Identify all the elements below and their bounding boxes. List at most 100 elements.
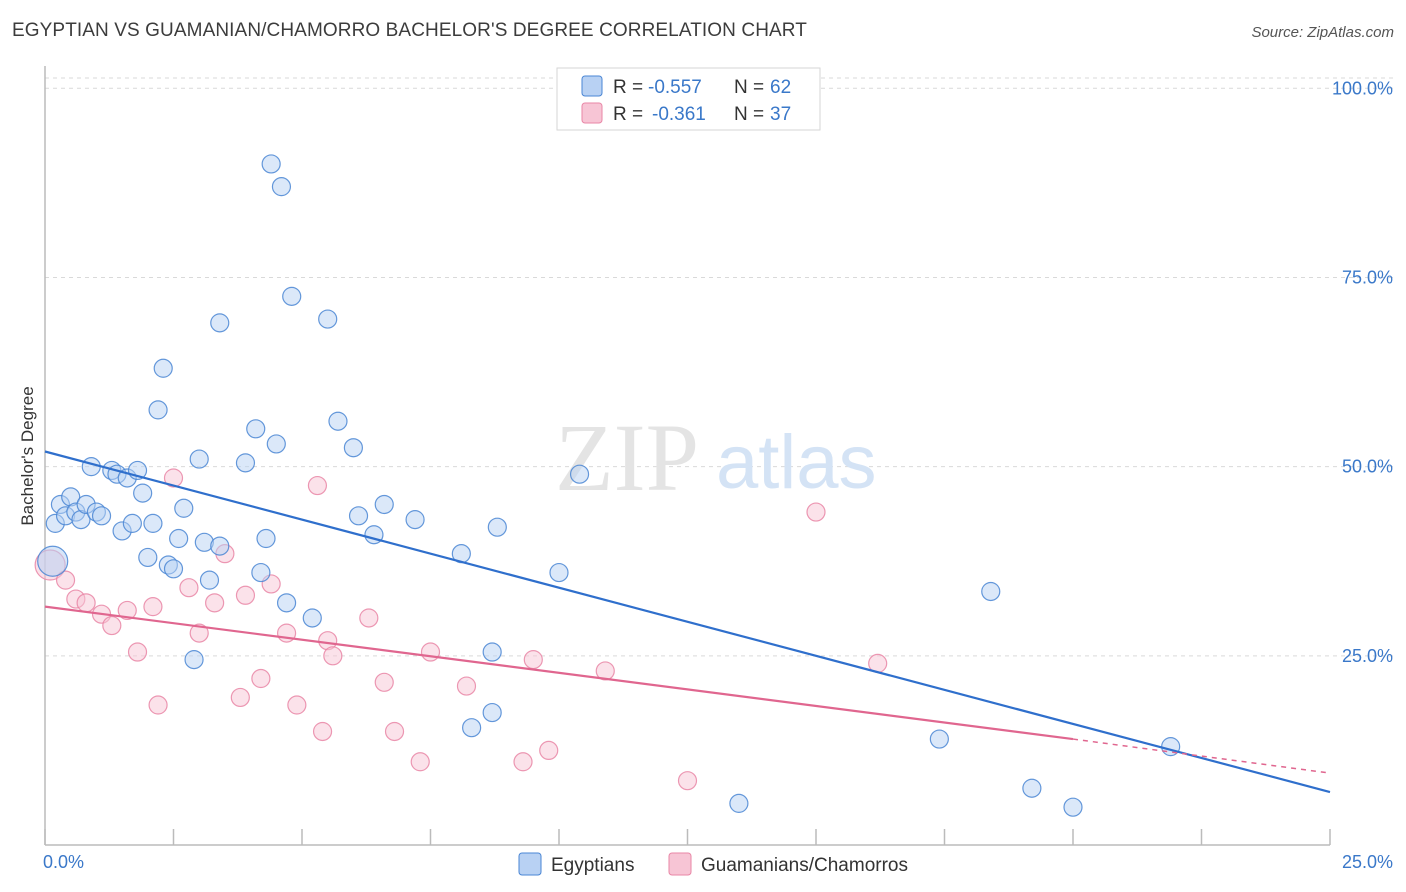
y-tick-label: 100.0% bbox=[1332, 78, 1393, 98]
egyptian-point bbox=[1022, 778, 1042, 798]
egyptian-point bbox=[251, 562, 271, 583]
r-label-guamanians: R = bbox=[613, 104, 643, 125]
egyptian-point bbox=[189, 449, 209, 469]
egyptian-point bbox=[122, 513, 142, 533]
egyptian-point bbox=[569, 464, 590, 484]
axes bbox=[44, 66, 1331, 846]
chart-title: EGYPTIAN VS GUAMANIAN/CHAMORRO BACHELOR'… bbox=[12, 20, 807, 41]
egyptian-point bbox=[729, 793, 749, 813]
guamanian-point bbox=[148, 695, 168, 715]
egyptian-point bbox=[318, 309, 338, 329]
guamanian-point bbox=[359, 608, 379, 628]
egyptian-point bbox=[462, 718, 482, 738]
bottom-legend: Egyptians Guamanians/Chamorros bbox=[518, 852, 908, 876]
guamanians-swatch-icon bbox=[581, 102, 603, 124]
egyptian-point bbox=[153, 358, 173, 378]
guamanian-point bbox=[307, 475, 328, 496]
egyptian-point bbox=[246, 419, 266, 439]
egyptian-point bbox=[348, 506, 369, 526]
egyptian-point bbox=[374, 494, 394, 515]
x-tick-labels: 0.0% 25.0% bbox=[43, 852, 1393, 872]
watermark: ZIP atlas bbox=[555, 404, 877, 511]
guamanian-point bbox=[513, 752, 533, 772]
guamanian-point bbox=[456, 676, 477, 696]
y-tick-labels: 25.0% 50.0% 75.0% 100.0% bbox=[1332, 78, 1393, 666]
egyptian-point bbox=[482, 642, 502, 662]
guamanian-point bbox=[235, 585, 256, 605]
guamanian-point bbox=[420, 642, 441, 662]
egyptian-point bbox=[169, 528, 189, 549]
guamanian-point bbox=[76, 593, 96, 613]
guamanian-point bbox=[205, 593, 225, 613]
egyptian-point bbox=[133, 483, 153, 503]
egyptian-point bbox=[143, 513, 163, 533]
egyptian-point bbox=[328, 411, 348, 431]
egyptian-point bbox=[282, 286, 302, 306]
egyptian-point bbox=[929, 729, 949, 749]
guamanian-point bbox=[55, 570, 76, 590]
watermark-atlas: atlas bbox=[716, 420, 877, 505]
egyptian-point bbox=[199, 570, 220, 590]
guamanians-regression-line bbox=[44, 605, 1074, 741]
guamanian-points bbox=[34, 468, 888, 791]
egyptian-point bbox=[174, 498, 194, 518]
regression-lines bbox=[44, 450, 1331, 794]
r-value-guamanians: -0.361 bbox=[652, 104, 706, 125]
egyptian-point bbox=[271, 177, 292, 197]
egyptian-point bbox=[549, 562, 569, 583]
egyptian-point bbox=[261, 154, 281, 174]
x-tick-label-max: 25.0% bbox=[1342, 852, 1393, 872]
guamanian-point bbox=[102, 615, 122, 636]
n-label-egyptians: N = bbox=[734, 77, 764, 98]
egyptian-point bbox=[210, 536, 230, 556]
guamanian-point bbox=[143, 597, 163, 617]
egyptian-point bbox=[405, 510, 425, 530]
guamanian-point bbox=[374, 672, 394, 692]
legend-guamanians-label: Guamanians/Chamorros bbox=[701, 855, 908, 876]
egyptian-point bbox=[163, 559, 184, 579]
y-tick-label: 25.0% bbox=[1342, 646, 1393, 666]
egyptian-point bbox=[266, 434, 286, 454]
egyptian-point bbox=[1063, 797, 1083, 817]
guamanian-point bbox=[117, 600, 137, 621]
x-tick-label-min: 0.0% bbox=[43, 852, 84, 872]
guamanian-point bbox=[523, 650, 543, 670]
egyptian-point bbox=[91, 506, 112, 526]
guamanian-point bbox=[287, 695, 307, 715]
guamanian-point bbox=[127, 642, 148, 662]
egyptian-point bbox=[981, 581, 1001, 602]
egyptians-swatch-icon bbox=[581, 75, 603, 97]
r-label-egyptians: R = bbox=[613, 77, 643, 98]
guamanian-point bbox=[323, 646, 343, 666]
legend-guamanians-icon bbox=[668, 852, 692, 876]
y-tick-label: 50.0% bbox=[1342, 457, 1393, 477]
egyptian-point bbox=[276, 593, 297, 613]
egyptian-point bbox=[256, 528, 276, 549]
guamanians-regression-extension bbox=[1072, 738, 1331, 774]
n-value-egyptians: 62 bbox=[770, 77, 791, 98]
n-value-guamanians: 37 bbox=[770, 104, 791, 125]
egyptian-point bbox=[37, 545, 69, 577]
source-label: Source: ZipAtlas.com bbox=[1251, 24, 1394, 41]
guamanian-point bbox=[806, 502, 826, 522]
watermark-zip: ZIP bbox=[555, 404, 699, 511]
stats-legend: R = -0.557 N = 62 R = -0.361 N = 37 bbox=[556, 67, 821, 131]
egyptian-point bbox=[210, 313, 230, 333]
legend-egyptians-label: Egyptians bbox=[551, 855, 634, 876]
egyptian-point bbox=[184, 650, 204, 670]
egyptian-point bbox=[482, 702, 502, 723]
guamanian-point bbox=[189, 623, 209, 643]
guamanian-point bbox=[539, 740, 559, 761]
r-value-egyptians: -0.557 bbox=[648, 77, 702, 98]
guamanian-point bbox=[384, 721, 405, 742]
egyptian-point bbox=[138, 547, 158, 568]
egyptian-point bbox=[81, 457, 101, 477]
egyptian-point bbox=[487, 517, 507, 537]
egyptians-regression-line bbox=[44, 450, 1331, 794]
guamanian-point bbox=[677, 771, 698, 791]
guamanian-point bbox=[179, 578, 199, 598]
guamanian-point bbox=[163, 468, 184, 488]
guamanian-point bbox=[230, 687, 250, 708]
egyptian-point bbox=[235, 453, 256, 473]
